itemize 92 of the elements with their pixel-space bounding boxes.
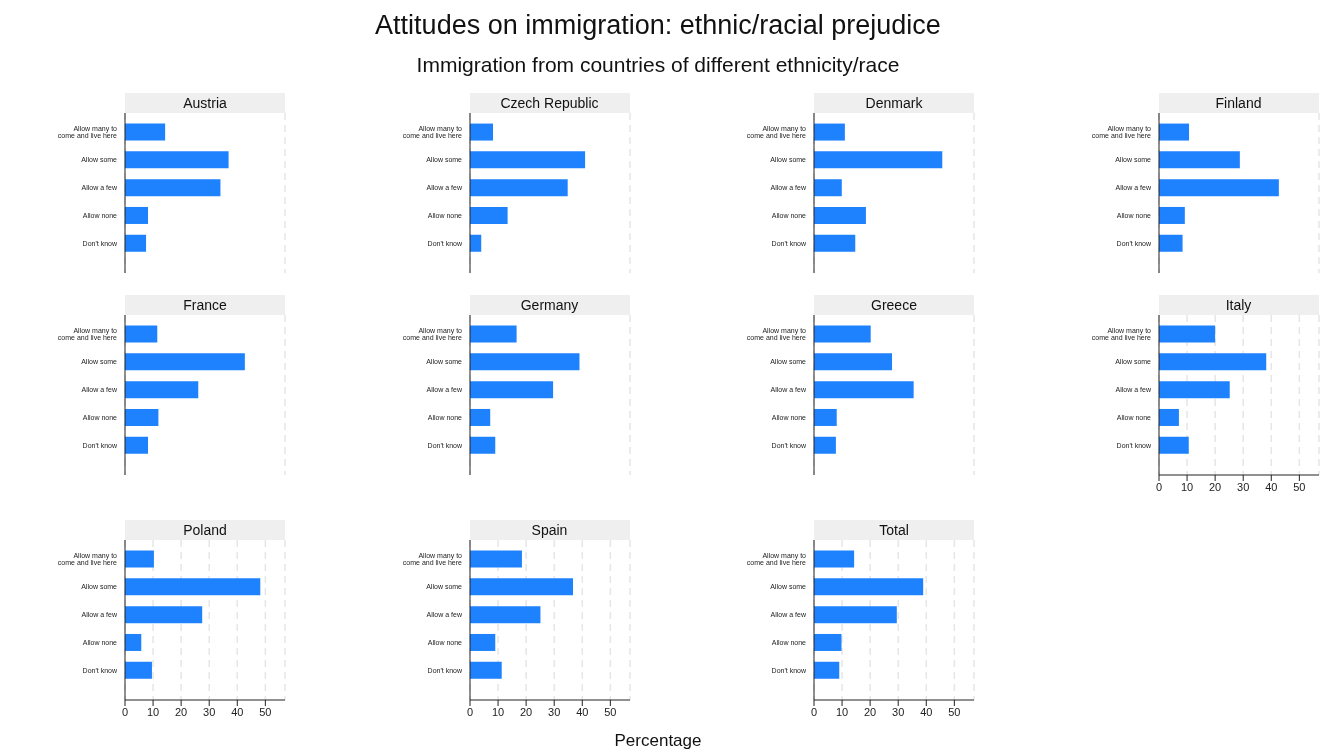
chart-title: Finland — [1158, 93, 1319, 113]
x-tick-label: 10 — [835, 705, 849, 718]
x-tick-label: 20 — [864, 705, 877, 718]
x-tick-label: 20 — [1208, 480, 1221, 493]
bar — [1158, 123, 1189, 141]
bar — [814, 206, 866, 224]
bar — [1158, 151, 1240, 169]
x-tick-label: 0 — [810, 705, 818, 718]
chart-title: Germany — [469, 295, 630, 315]
chart-title: Total — [814, 520, 974, 540]
x-tick-label: 50 — [1292, 480, 1305, 493]
x-tick-label: 40 — [1264, 480, 1277, 493]
chart-title: Austria — [125, 93, 285, 113]
bar — [1158, 325, 1215, 343]
chart-title: Greece — [814, 295, 974, 315]
chart-title: France — [125, 295, 285, 315]
x-tick-label: 40 — [920, 705, 933, 718]
bar — [814, 325, 871, 343]
bar — [814, 381, 914, 399]
bar — [125, 325, 158, 343]
bar — [125, 381, 199, 399]
bar — [469, 633, 495, 651]
x-tick-label: 0 — [1155, 480, 1162, 493]
chart-title: Czech Republic — [469, 93, 630, 113]
x-tick-label: 40 — [575, 705, 588, 718]
bar — [469, 550, 522, 568]
bar — [469, 381, 553, 399]
bar — [469, 206, 508, 224]
bar — [814, 661, 840, 679]
x-tick-label: 50 — [948, 705, 961, 718]
bar — [469, 606, 540, 624]
bar — [469, 151, 585, 169]
bar — [125, 179, 221, 197]
bar — [125, 151, 229, 169]
x-tick-label: 10 — [146, 705, 160, 718]
bar — [125, 408, 159, 426]
bar — [125, 661, 152, 679]
x-tick-label: 20 — [519, 705, 532, 718]
bar — [1158, 353, 1266, 371]
chart-title: Poland — [125, 520, 285, 540]
bar — [125, 353, 245, 371]
bar — [469, 325, 517, 343]
bar — [125, 633, 142, 651]
bar — [469, 123, 493, 141]
x-tick-label: 30 — [547, 705, 560, 718]
chart-title: Denmark — [814, 93, 974, 113]
bar — [1158, 234, 1183, 252]
bar — [469, 408, 490, 426]
x-tick-label: 0 — [121, 705, 129, 718]
x-tick-label: 10 — [491, 705, 504, 718]
bar — [814, 234, 856, 252]
x-tick-label: 50 — [259, 705, 272, 718]
bar — [469, 661, 502, 679]
bar — [469, 436, 495, 454]
bar — [469, 578, 573, 596]
bar — [1158, 436, 1189, 454]
x-tick-label: 30 — [1236, 480, 1249, 493]
bar — [814, 436, 836, 454]
bar — [125, 578, 261, 596]
bar — [814, 550, 855, 568]
bar — [125, 206, 149, 224]
bar — [125, 550, 154, 568]
x-tick-label: 10 — [1180, 480, 1193, 493]
text: Immigration from countries of different ethnicity/race — [415, 53, 901, 77]
bar — [125, 123, 166, 141]
x-tick-label: 30 — [892, 705, 905, 718]
x-tick-label: 30 — [203, 705, 216, 718]
bar — [125, 606, 203, 624]
bar — [469, 179, 568, 197]
x-tick-label: 50 — [603, 705, 616, 718]
bar — [1158, 381, 1230, 399]
bar — [814, 633, 842, 651]
bar — [814, 408, 837, 426]
bar — [125, 234, 147, 252]
bar — [469, 353, 579, 371]
x-tick-label: 0 — [466, 705, 473, 718]
chart-title: Spain — [469, 520, 630, 540]
x-tick-label: 20 — [175, 705, 188, 718]
bar — [1158, 179, 1279, 197]
bar — [1158, 408, 1179, 426]
bar — [814, 606, 897, 624]
text: Attitudes on immigration: ethnic/racial prejudice — [374, 10, 942, 41]
text: Percentage — [613, 731, 703, 751]
bar — [125, 436, 149, 454]
x-tick-label: 40 — [231, 705, 244, 718]
bar — [814, 578, 924, 596]
bar — [814, 179, 842, 197]
bar — [814, 123, 845, 141]
bar — [814, 353, 893, 371]
chart-title: Italy — [1158, 295, 1319, 315]
bar — [1158, 206, 1185, 224]
bar — [814, 151, 943, 169]
